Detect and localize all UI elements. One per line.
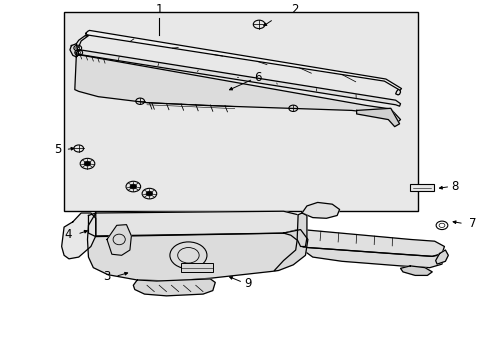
Text: 8: 8 <box>451 180 458 193</box>
Circle shape <box>146 191 152 196</box>
Text: 3: 3 <box>103 270 110 283</box>
Text: 5: 5 <box>54 143 61 156</box>
Polygon shape <box>302 216 444 256</box>
Polygon shape <box>61 213 96 259</box>
Text: 1: 1 <box>155 3 163 15</box>
Polygon shape <box>302 202 339 218</box>
Polygon shape <box>273 230 307 271</box>
Polygon shape <box>297 213 306 247</box>
Polygon shape <box>76 50 400 106</box>
Bar <box>409 184 433 192</box>
Text: 4: 4 <box>64 228 71 240</box>
Bar <box>64 12 417 211</box>
Circle shape <box>84 161 91 166</box>
Circle shape <box>130 184 136 189</box>
Polygon shape <box>400 266 431 275</box>
Polygon shape <box>435 250 447 264</box>
Text: 6: 6 <box>254 71 261 84</box>
Text: 9: 9 <box>244 277 251 290</box>
Text: 7: 7 <box>468 217 475 230</box>
Text: 2: 2 <box>290 3 298 15</box>
Polygon shape <box>87 213 303 281</box>
Bar <box>181 263 212 272</box>
Polygon shape <box>133 279 215 296</box>
Polygon shape <box>107 225 131 255</box>
Polygon shape <box>75 55 400 124</box>
Polygon shape <box>88 211 303 237</box>
Polygon shape <box>70 44 79 57</box>
Polygon shape <box>303 230 443 267</box>
Polygon shape <box>86 30 401 90</box>
Polygon shape <box>356 108 399 127</box>
